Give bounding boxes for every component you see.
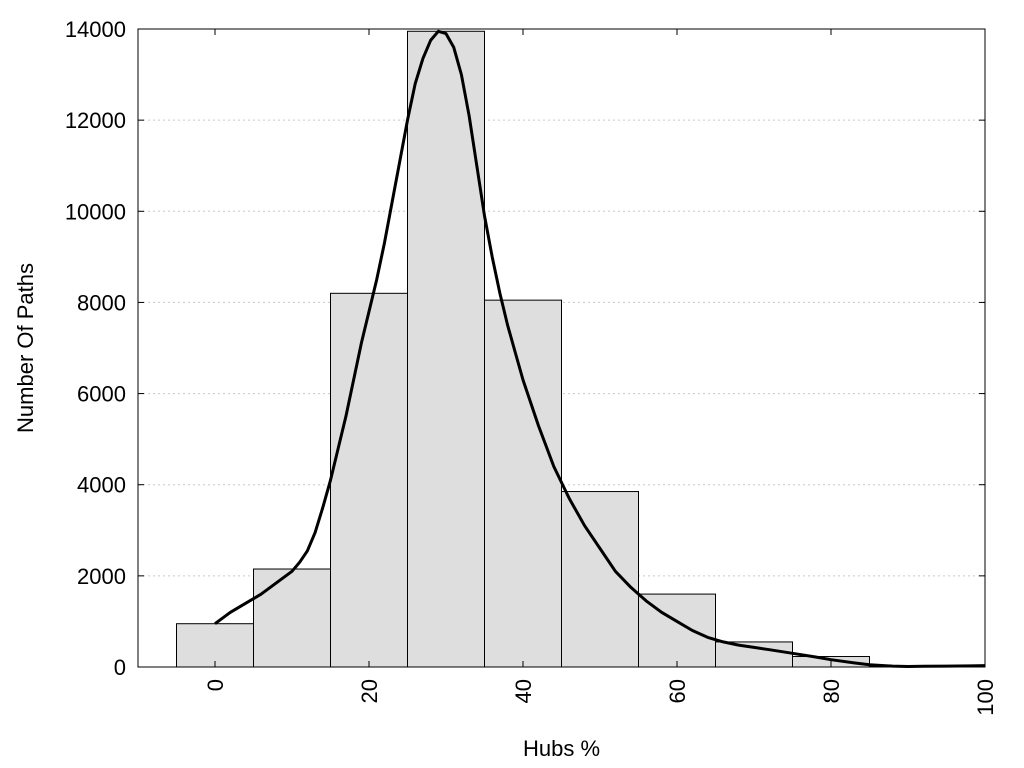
density-curve xyxy=(214,29,986,668)
histogram-bar xyxy=(484,299,562,668)
x-tick-label: 0 xyxy=(203,679,228,691)
x-axis-label: Hubs % xyxy=(523,736,600,761)
x-tick-label: 80 xyxy=(819,679,844,703)
grid-lines xyxy=(138,119,985,577)
histogram-bar xyxy=(715,641,793,668)
y-axis-ticks: 0 2000 4000 6000 8000 10000 12000 14000 xyxy=(65,17,985,680)
density-curve-layer xyxy=(214,29,986,668)
plot-frame xyxy=(137,28,986,668)
histogram-bar xyxy=(253,568,331,668)
x-tick-label: 20 xyxy=(357,679,382,703)
x-tick-label: 60 xyxy=(665,679,690,703)
x-tick-label: 100 xyxy=(973,679,998,716)
histogram-bar xyxy=(330,292,408,668)
histogram-bar xyxy=(407,30,485,668)
y-tick-label: 2000 xyxy=(77,564,126,589)
x-tick-label: 40 xyxy=(511,679,536,703)
y-tick-label: 14000 xyxy=(65,17,126,42)
y-tick-label: 8000 xyxy=(77,290,126,315)
x-axis-ticks: 0 20 40 60 80 100 xyxy=(203,29,998,716)
y-tick-label: 4000 xyxy=(77,473,126,498)
histogram-bar xyxy=(176,623,254,668)
y-tick-label: 10000 xyxy=(65,199,126,224)
y-tick-label: 6000 xyxy=(77,382,126,407)
y-tick-label: 12000 xyxy=(65,108,126,133)
y-axis-label: Number Of Paths xyxy=(13,263,38,433)
y-tick-label: 0 xyxy=(114,655,126,680)
histogram-bar xyxy=(561,491,639,668)
